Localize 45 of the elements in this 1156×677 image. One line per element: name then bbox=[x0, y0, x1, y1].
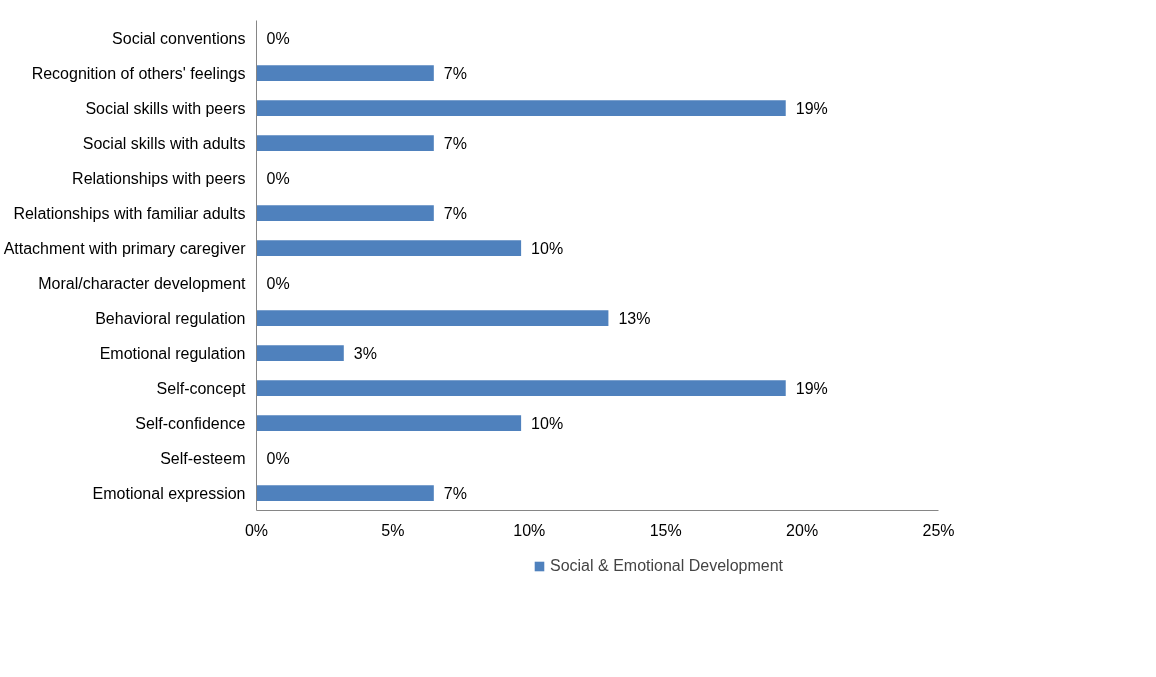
bar bbox=[256, 135, 434, 151]
y-tick-label: Emotional expression bbox=[92, 484, 246, 502]
x-tick-label: 0% bbox=[244, 521, 269, 539]
x-tick-label: 20% bbox=[786, 521, 819, 539]
y-tick-label: Attachment with primary caregiver bbox=[3, 239, 247, 257]
data-label: 19% bbox=[795, 99, 828, 117]
data-label: 0% bbox=[266, 29, 290, 47]
y-tick-label: Recognition of others' feelings bbox=[31, 64, 246, 82]
bar bbox=[256, 100, 786, 116]
y-tick-label: Emotional regulation bbox=[99, 344, 246, 362]
y-tick-label: Social skills with adults bbox=[82, 134, 246, 152]
y-tick-label: Relationships with familiar adults bbox=[13, 204, 246, 222]
data-label: 0% bbox=[266, 169, 290, 187]
data-label: 0% bbox=[266, 274, 290, 292]
data-label: 7% bbox=[443, 64, 467, 82]
bar bbox=[256, 415, 522, 431]
data-label: 13% bbox=[618, 309, 651, 327]
data-label: 10% bbox=[531, 239, 564, 257]
y-tick-label: Relationships with peers bbox=[72, 169, 246, 187]
data-label: 7% bbox=[443, 134, 467, 152]
y-tick-label: Self-confidence bbox=[135, 414, 246, 432]
bar bbox=[256, 65, 434, 81]
data-label: 7% bbox=[443, 484, 467, 502]
bar bbox=[256, 380, 786, 396]
legend-label: Social & Emotional Development bbox=[549, 557, 784, 575]
x-tick-label: 15% bbox=[649, 521, 682, 539]
bar bbox=[256, 240, 522, 256]
y-tick-label: Behavioral regulation bbox=[95, 309, 246, 327]
data-label: 0% bbox=[266, 449, 290, 467]
y-tick-label: Self-concept bbox=[156, 379, 247, 397]
y-tick-label: Social skills with peers bbox=[85, 99, 246, 117]
data-label: 19% bbox=[795, 379, 828, 397]
bar bbox=[256, 485, 434, 501]
x-tick-label: 5% bbox=[381, 521, 405, 539]
data-label: 3% bbox=[353, 344, 377, 362]
y-tick-label: Social conventions bbox=[112, 29, 246, 47]
y-tick-label: Moral/character development bbox=[38, 274, 247, 292]
data-label: 7% bbox=[443, 204, 467, 222]
x-tick-label: 25% bbox=[922, 521, 955, 539]
bar bbox=[256, 345, 344, 361]
y-tick-label: Self-esteem bbox=[160, 449, 246, 467]
x-tick-label: 10% bbox=[513, 521, 546, 539]
data-label: 10% bbox=[531, 414, 564, 432]
bar bbox=[256, 205, 434, 221]
bar bbox=[256, 310, 609, 326]
